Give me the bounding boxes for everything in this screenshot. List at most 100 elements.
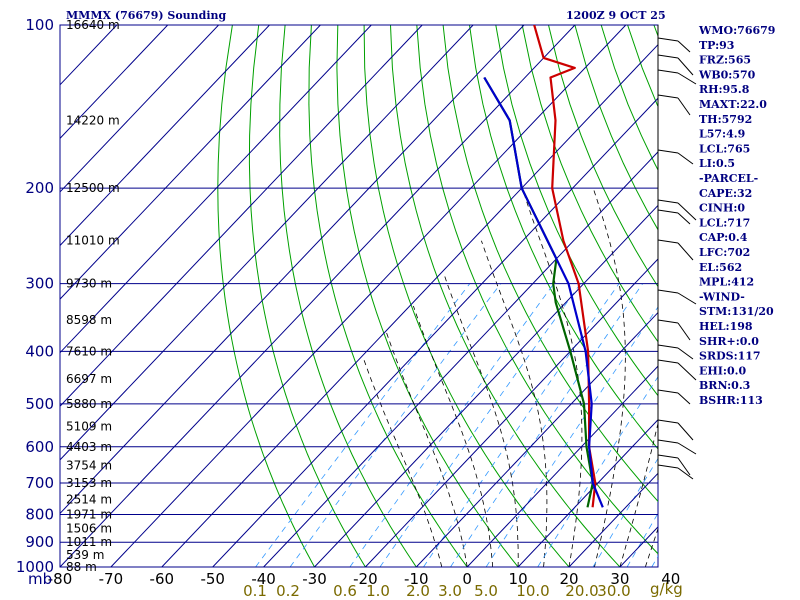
height-label: 5880 m	[66, 397, 112, 411]
dry-adiabat	[308, 25, 468, 567]
wind-barb-flag	[677, 362, 697, 381]
pressure-label-900: 900	[25, 533, 54, 551]
height-label: 2514 m	[66, 492, 112, 506]
index-line: SHR+:0.0	[699, 335, 759, 348]
height-label: 14220 m	[66, 113, 120, 127]
isotherm	[60, 25, 423, 407]
dry-adiabat	[442, 25, 658, 503]
temperature-tick-label: 0	[462, 570, 472, 588]
mixing-ratio-label: 1.0	[366, 582, 390, 600]
dry-adiabat	[469, 25, 658, 450]
index-line: -WIND-	[699, 290, 745, 303]
isotherm	[466, 365, 658, 567]
wind-barb-flag	[677, 40, 691, 53]
moist-adiabat	[386, 332, 468, 567]
sounding-traces	[483, 25, 604, 508]
mixing-ratio-line	[379, 283, 581, 567]
height-label: 8598 m	[66, 313, 112, 327]
station-title: MMMX (76679) Sounding	[66, 9, 227, 22]
index-line: EHI:0.0	[699, 364, 746, 377]
dry-adiabat	[495, 25, 658, 397]
isotherm	[110, 25, 627, 567]
index-line: BSHR:113	[699, 394, 763, 407]
mixing-ratio-line	[255, 283, 471, 567]
isotherm	[60, 25, 576, 567]
mixing-ratio-line	[450, 283, 644, 567]
height-label: 1971 m	[66, 507, 112, 521]
wind-barb	[657, 464, 679, 469]
height-label: 9730 m	[66, 277, 112, 291]
isotherm	[60, 25, 219, 193]
index-line: LFC:702	[699, 246, 750, 259]
wind-barb-flag	[677, 347, 694, 360]
wind-barb-flag	[677, 457, 691, 476]
mixing-ratio-line	[423, 283, 620, 567]
mixing-ratio-line	[592, 457, 658, 567]
wind-barb-flag	[677, 322, 691, 341]
wind-barb-flag	[677, 212, 691, 225]
wind-barb	[657, 37, 679, 42]
index-line: TH:5792	[699, 113, 752, 126]
index-line: WB0:570	[698, 68, 756, 81]
mixing-ratio-label: 3.0	[438, 582, 462, 600]
pressure-label-1000: 1000	[16, 558, 54, 576]
wind-barb	[657, 359, 679, 364]
index-line: LCL:717	[699, 216, 750, 229]
height-label: 3754 m	[66, 459, 112, 473]
pressure-label-600: 600	[25, 438, 54, 456]
dry-adiabat	[336, 25, 519, 567]
moist-adiabat	[619, 421, 658, 567]
index-line: MAXT:22.0	[699, 98, 767, 111]
wind-barb	[657, 94, 679, 99]
height-label: 16640 m	[66, 18, 120, 32]
index-line: EL:562	[699, 261, 742, 274]
moist-adiabat	[481, 240, 548, 567]
wind-barb	[657, 454, 679, 459]
pressure-label-200: 200	[25, 179, 54, 197]
isotherm	[60, 25, 372, 354]
mixing-ratio-lines	[255, 283, 658, 567]
temperature-tick-label: -30	[302, 570, 327, 588]
mixing-ratio-label: 30.0	[597, 582, 630, 600]
pressure-label-100: 100	[25, 16, 54, 34]
mixing-ratio-label: 20.0	[565, 582, 598, 600]
isotherm	[60, 25, 474, 461]
temperature-tick-label: 20	[559, 570, 578, 588]
dry-adiabat	[217, 25, 315, 567]
temperature-tick-label: -40	[251, 570, 276, 588]
height-label: 88 m	[66, 560, 97, 574]
isobars	[60, 24, 658, 568]
index-line: LCL:765	[699, 142, 750, 155]
wind-barb	[657, 289, 679, 294]
height-label: 1506 m	[66, 522, 112, 536]
mixing-ratio-label: 0.1	[243, 582, 267, 600]
wind-barb-flag	[677, 202, 697, 221]
index-line: SRDS:117	[699, 350, 761, 363]
index-line: -PARCEL-	[699, 172, 758, 185]
mixing-ratio-unit-label: g/kg	[650, 580, 683, 598]
wind-barb-flag	[677, 422, 694, 441]
wind-barb-flag	[677, 152, 694, 165]
pressure-label-700: 700	[25, 474, 54, 492]
wind-barb	[657, 439, 679, 444]
mixing-ratio-label: 2.0	[406, 582, 430, 600]
pressure-label-500: 500	[25, 395, 54, 413]
index-line: LI:0.5	[699, 157, 735, 170]
wind-barb-flag	[677, 467, 694, 480]
index-line: TP:93	[699, 39, 734, 52]
wind-barb-flag	[677, 57, 694, 76]
wind-barbs	[657, 25, 697, 480]
wind-barb-flag	[677, 442, 697, 455]
height-label: 7610 m	[66, 344, 112, 358]
pressure-label-400: 400	[25, 342, 54, 360]
wind-barb	[657, 419, 679, 424]
wind-barb-flag	[677, 97, 691, 116]
temperature-tick-label: 40	[661, 570, 680, 588]
index-line: CINH:0	[699, 202, 745, 215]
isotherm	[60, 25, 321, 300]
index-line: MPL:412	[699, 276, 754, 289]
moist-adiabat	[362, 356, 443, 567]
index-line: HEL:198	[699, 320, 753, 333]
index-line: WMO:76679	[698, 24, 775, 37]
mixing-ratio-label: 5.0	[474, 582, 498, 600]
